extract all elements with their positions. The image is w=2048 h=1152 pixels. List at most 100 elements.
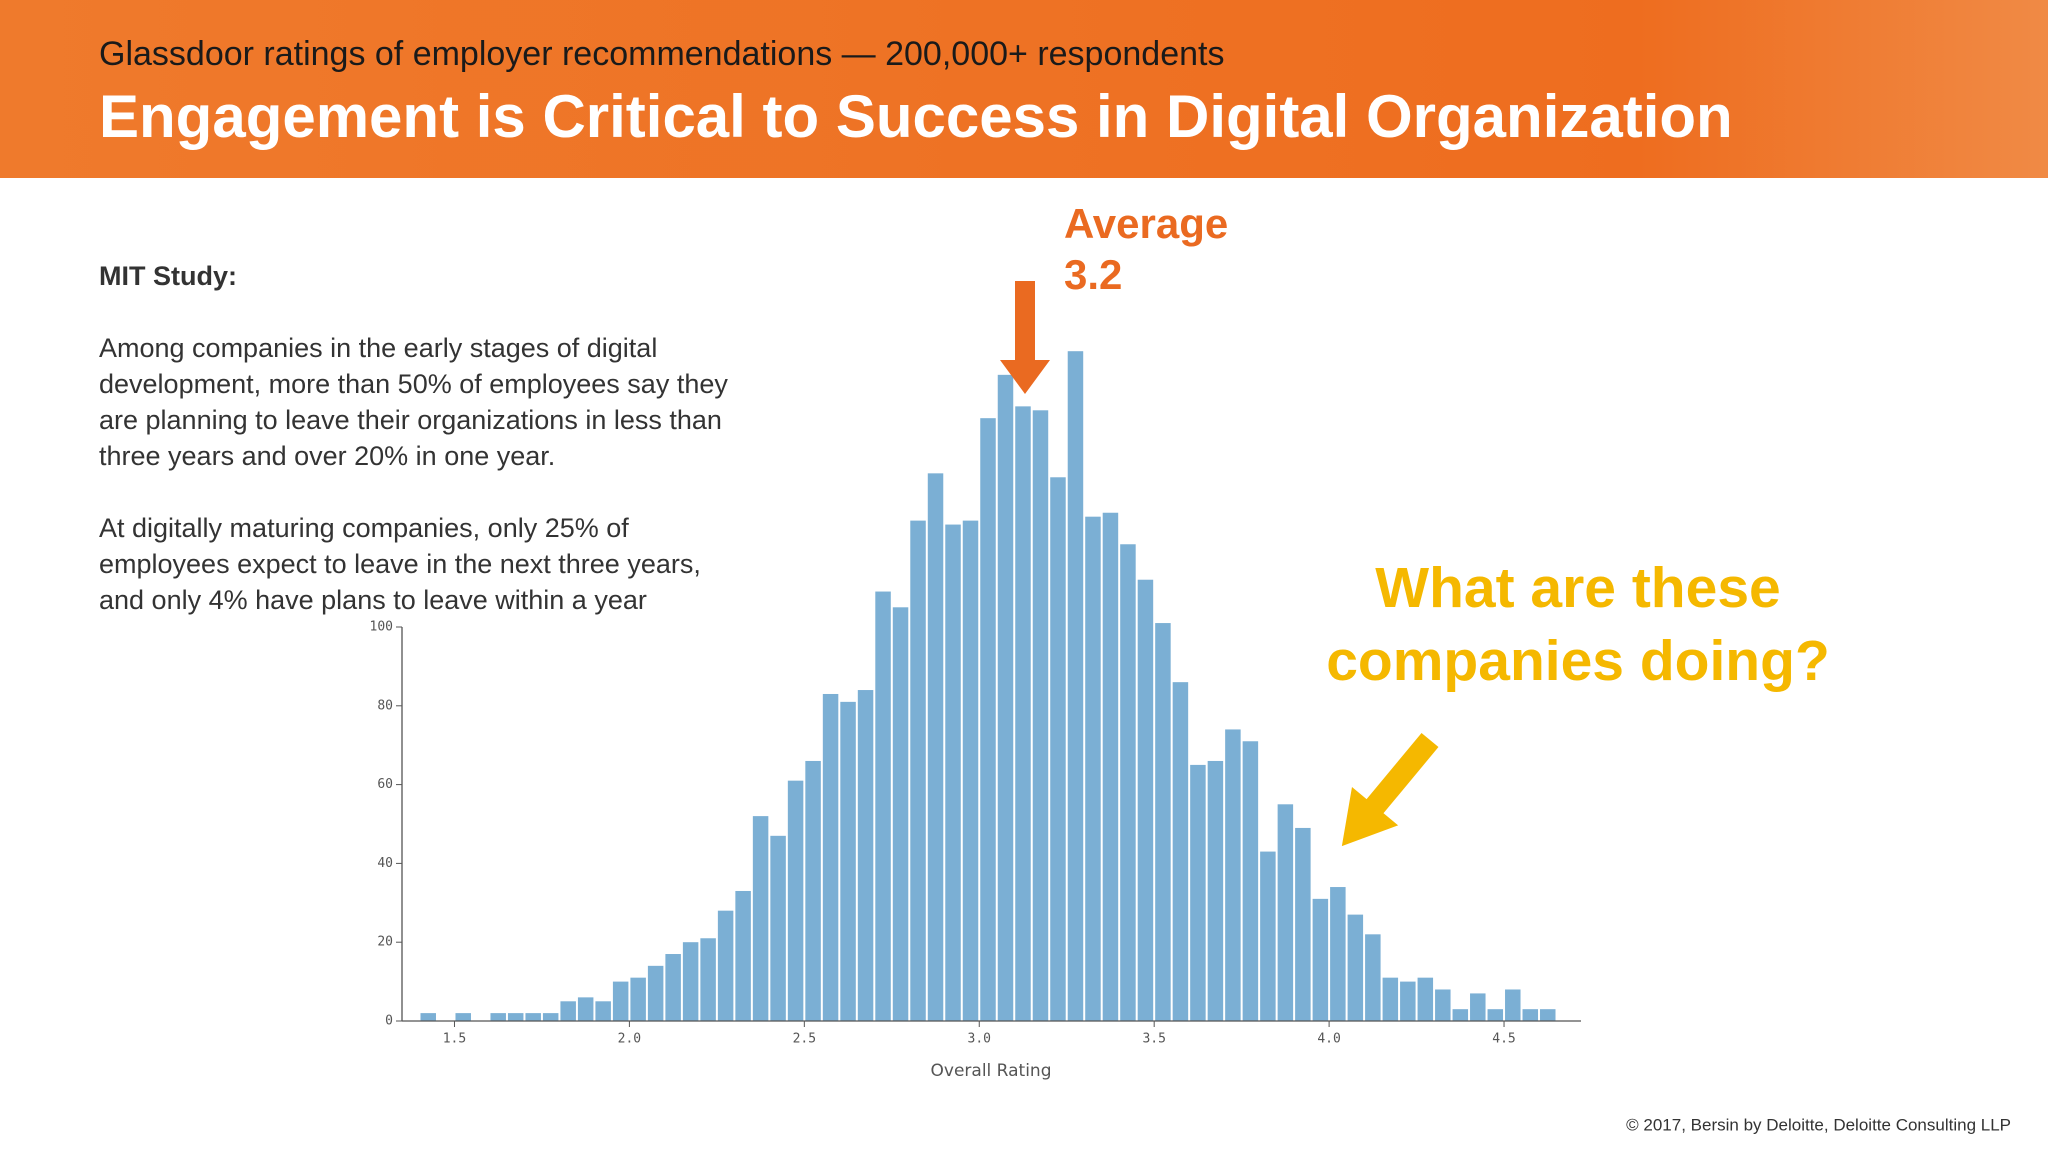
bar (1085, 516, 1101, 1021)
bar (1522, 1009, 1539, 1021)
body-line: development, more than 50% of employees … (99, 369, 728, 399)
body-line: employees expect to leave in the next th… (99, 549, 701, 579)
chart: 0 20 40 60 80 100 1.5 2.0 2.5 3.0 3.5 4.0 4.5 Overall… (370, 351, 1581, 1081)
y-tick-label: 100 (370, 620, 393, 635)
bar (980, 418, 996, 1021)
bar (1417, 977, 1434, 1021)
body-line: Among companies in the early stages of d… (99, 333, 657, 363)
average-value: 3.2 (1064, 251, 1122, 298)
bar (1312, 898, 1329, 1021)
bar (1032, 410, 1049, 1021)
bar (1347, 914, 1364, 1021)
bar (1155, 623, 1171, 1021)
bar (1120, 544, 1136, 1021)
bar (1452, 1009, 1469, 1021)
arrow-shaft (1362, 732, 1439, 818)
bar (1487, 1009, 1504, 1021)
bar (612, 981, 629, 1021)
y-tick-label: 40 (377, 856, 393, 871)
bar (875, 591, 891, 1021)
y-tick-label: 20 (377, 935, 393, 950)
bar (910, 520, 926, 1021)
bar (1260, 851, 1276, 1021)
bar (577, 997, 594, 1021)
bar (752, 816, 769, 1021)
y-tick-label: 60 (377, 777, 393, 792)
bar (1015, 406, 1031, 1021)
body-heading: MIT Study: (99, 261, 237, 291)
bar (1295, 827, 1311, 1021)
body-line: At digitally maturing companies, only 25… (99, 513, 629, 543)
bar (1505, 989, 1521, 1021)
y-tick-label: 0 (385, 1014, 393, 1029)
subtitle: Glassdoor ratings of employer recommenda… (99, 35, 1224, 73)
body-line: are planning to leave their organization… (99, 405, 722, 435)
bar (787, 780, 804, 1021)
bar (1277, 804, 1294, 1021)
bar (682, 942, 699, 1021)
bar (630, 977, 646, 1021)
bar (560, 1001, 576, 1021)
body-line: three years and over 20% in one year. (99, 441, 555, 471)
bar (1330, 887, 1346, 1021)
bar (1190, 764, 1206, 1021)
bar (1050, 477, 1066, 1021)
bar (1382, 977, 1399, 1021)
bar (1540, 1009, 1556, 1021)
bar (507, 1013, 524, 1021)
bar (857, 690, 874, 1021)
bar (455, 1013, 471, 1021)
x-tick-label: 3.5 (1142, 1032, 1165, 1047)
bar (717, 910, 734, 1021)
callout: What are these (1375, 556, 1780, 620)
callout: companies doing? (1326, 629, 1830, 693)
bar (1067, 351, 1084, 1021)
bar (945, 524, 961, 1021)
bar (1242, 741, 1259, 1021)
bar (962, 520, 979, 1021)
bar (490, 1013, 506, 1021)
bar (1137, 579, 1154, 1021)
callout-arrow (1341, 732, 1439, 847)
bar (1102, 512, 1119, 1021)
average-arrow (1000, 281, 1050, 394)
bar (542, 1013, 559, 1021)
arrow (1000, 281, 1050, 394)
x-axis-label: Overall Rating (931, 1061, 1052, 1081)
bar (997, 374, 1014, 1022)
x-tick-label: 2.0 (618, 1032, 641, 1047)
arrow-head (1341, 787, 1399, 847)
bar (927, 473, 944, 1022)
x-tick-label: 4.0 (1317, 1032, 1340, 1047)
bar (805, 760, 821, 1021)
bar (525, 1013, 541, 1021)
x-tick-label: 3.0 (968, 1032, 991, 1047)
bar (1225, 729, 1241, 1021)
title: Engagement is Critical to Success in Dig… (99, 83, 1733, 150)
bar (892, 607, 909, 1021)
x-tick-label: 4.5 (1492, 1032, 1515, 1047)
y-tick-label: 80 (377, 698, 393, 713)
copyright: © 2017, Bersin by Deloitte, Deloitte Con… (1626, 1115, 2011, 1134)
bar (840, 701, 856, 1021)
header-band (0, 0, 2048, 178)
average-label: Average (1064, 200, 1228, 247)
bar (420, 1013, 436, 1021)
bar (1400, 981, 1416, 1021)
body-text: Among companies in the early stages of d… (99, 333, 728, 615)
x-tick-label: 2.5 (793, 1032, 816, 1047)
bar (770, 835, 786, 1021)
bar (647, 965, 664, 1021)
bar (595, 1001, 611, 1021)
bar (1172, 682, 1189, 1021)
bar (1365, 934, 1381, 1021)
bar (735, 890, 751, 1021)
bar (1207, 760, 1224, 1021)
x-tick-label: 1.5 (443, 1032, 466, 1047)
bar (665, 954, 681, 1021)
bar (700, 938, 716, 1021)
body-line: and only 4% have plans to leave within a… (99, 585, 647, 615)
bar (1470, 993, 1486, 1021)
